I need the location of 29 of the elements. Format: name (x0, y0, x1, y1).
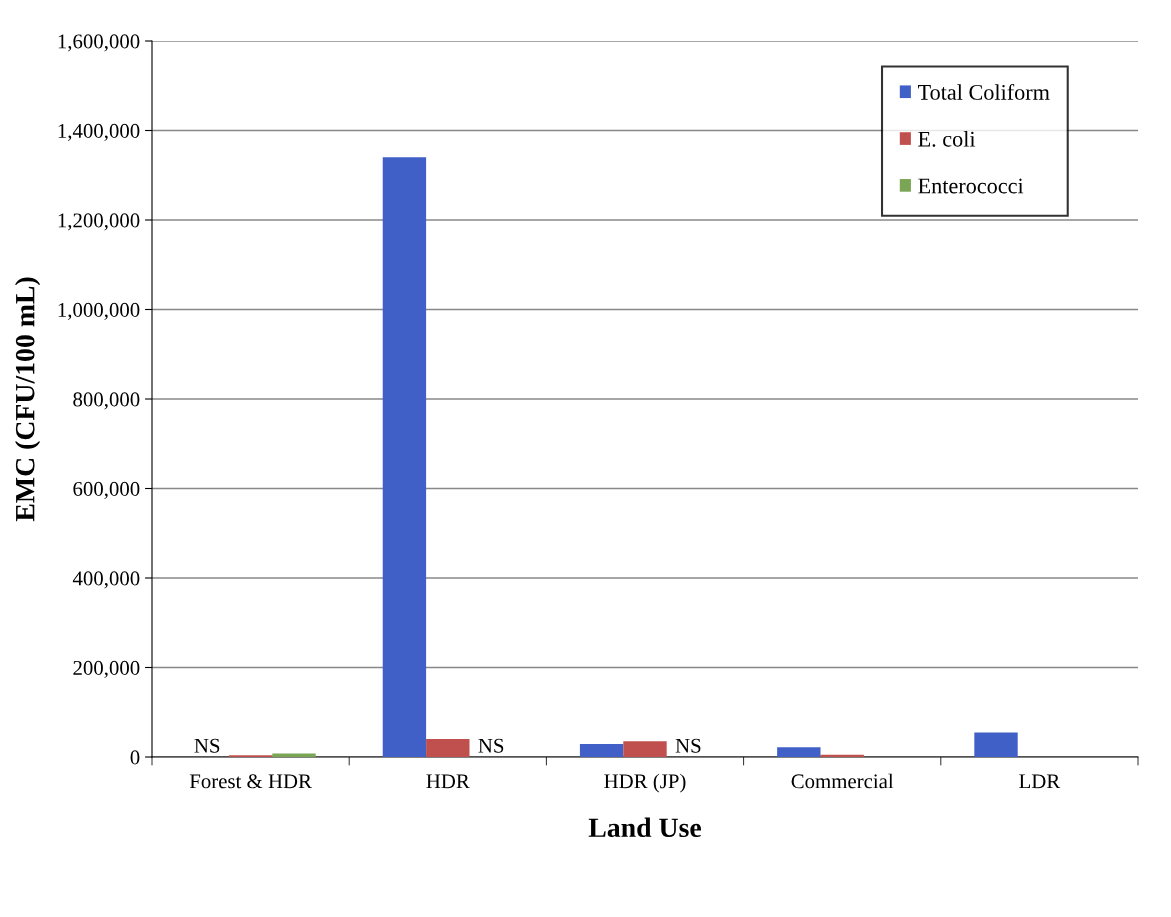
y-tick-label: 400,000 (72, 571, 140, 589)
y-axis-title: EMC (CFU/100 mL) (15, 277, 41, 522)
bar (777, 747, 821, 757)
y-tick-label: 600,000 (73, 481, 140, 499)
x-tick-label: HDR (426, 774, 470, 789)
bar (623, 741, 667, 757)
legend-label: Total Coliform (917, 83, 1050, 100)
x-tick-label: Forest & HDR (189, 774, 312, 789)
bar (426, 739, 470, 757)
y-tick-label: 1,200,000 (58, 213, 140, 231)
y-tick-label: 1,000,000 (58, 302, 140, 320)
bar (579, 744, 624, 757)
bar (382, 157, 427, 757)
y-tick-label: 0 (130, 750, 140, 765)
x-tick-label: Commercial (791, 773, 894, 789)
y-tick-label: 800,000 (73, 392, 140, 410)
bar (272, 753, 316, 757)
x-tick-label: HDR (JP) (604, 773, 686, 793)
annotation: NS (675, 738, 701, 753)
x-tick-label: LDR (1019, 774, 1061, 789)
x-axis-title: Land Use (588, 817, 702, 838)
bar (974, 732, 1018, 757)
y-tick-label: 200,000 (73, 660, 140, 678)
y-tick-label: 1,400,000 (58, 123, 140, 141)
y-tick-label: 1,600,000 (58, 34, 140, 52)
annotation: NS (194, 738, 220, 753)
legend-label: E. coli (918, 131, 976, 147)
legend-label: Enterococci (918, 178, 1024, 194)
annotation: NS (478, 738, 504, 753)
